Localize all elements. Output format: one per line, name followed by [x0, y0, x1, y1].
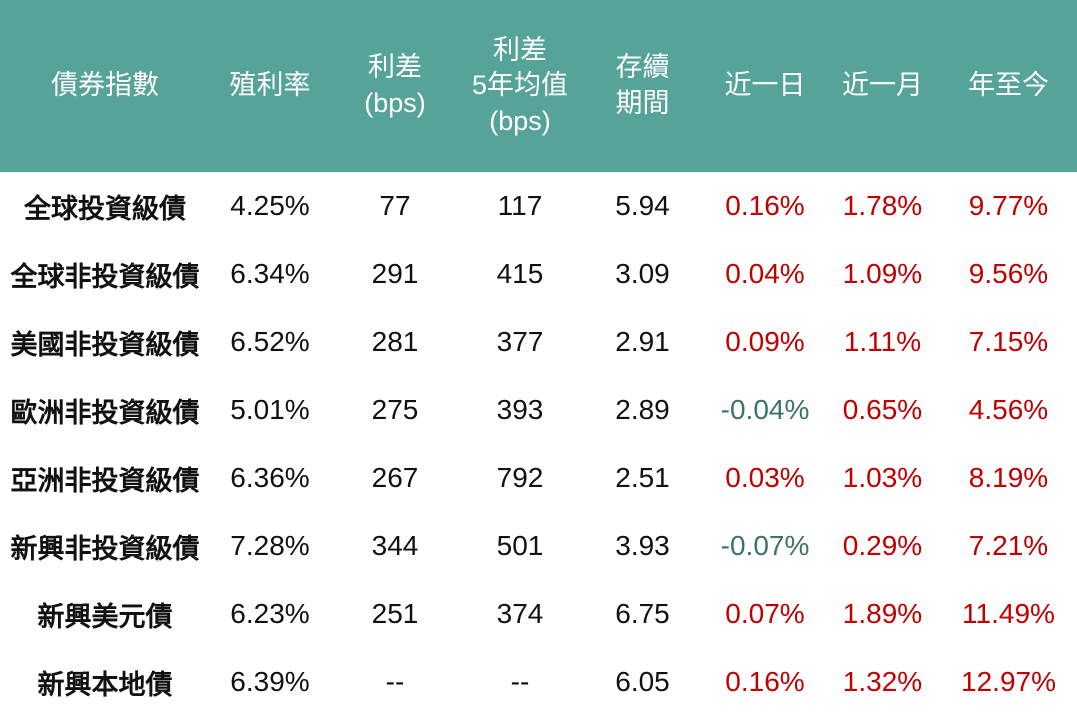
table-cell: 117	[497, 190, 543, 221]
table-row: 全球非投資級債 6.34% 291 415 3.09 0.04% 1.09% 9.56%	[0, 240, 1077, 308]
table-cell: 0.29%	[842, 530, 923, 561]
table-cell: 0.04%	[725, 258, 805, 289]
table-cell: 1.03%	[842, 462, 923, 493]
table-cell: 9.77%	[968, 190, 1049, 221]
table-cell: 6.34%	[230, 258, 310, 289]
table-cell: -0.04%	[720, 394, 810, 425]
column-header-change-1m: 近一月	[825, 0, 940, 172]
table-cell: 3.93	[615, 530, 670, 561]
column-header-spread-5y-avg: 利差 5年均值 (bps)	[460, 0, 580, 172]
table-cell: 3.09	[615, 258, 670, 289]
column-header-change-ytd: 年至今	[940, 0, 1077, 172]
table-cell: 0.16%	[725, 666, 805, 697]
table-cell: 377	[496, 326, 544, 357]
table-header: 債券指數 殖利率 利差 (bps) 利差 5年均值 (bps) 存續 期間 近一…	[0, 0, 1077, 172]
column-header-change-1d: 近一日	[705, 0, 825, 172]
table-cell: 亞洲非投資級債	[10, 465, 200, 496]
table-row: 亞洲非投資級債 6.36% 267 792 2.51 0.03% 1.03% 8.19%	[0, 444, 1077, 512]
column-header-spread-bps: 利差 (bps)	[330, 0, 460, 172]
table-cell: 6.52%	[230, 326, 310, 357]
table-cell: 344	[371, 530, 419, 561]
table-cell: 2.51	[615, 462, 670, 493]
table-cell: 291	[371, 258, 419, 289]
table-body: 全球投資級債 4.25% 77 117 5.94 0.16% 1.78% 9.77% 全球非投資…	[0, 172, 1077, 716]
table-cell: 792	[496, 462, 544, 493]
table-cell: 4.56%	[968, 394, 1049, 425]
table-cell: 美國非投資級債	[10, 329, 200, 360]
table-cell: 281	[371, 326, 419, 357]
table-cell: 2.91	[615, 326, 670, 357]
table-row: 全球投資級債 4.25% 77 117 5.94 0.16% 1.78% 9.77%	[0, 172, 1077, 240]
table-row: 美國非投資級債 6.52% 281 377 2.91 0.09% 1.11% 7.15%	[0, 308, 1077, 376]
table-cell: 12.97%	[961, 666, 1056, 697]
table-cell: 7.28%	[230, 530, 310, 561]
table-cell: 新興美元債	[37, 601, 173, 632]
table-cell: 5.94	[615, 190, 670, 221]
table-cell: 全球非投資級債	[10, 261, 200, 292]
table-cell: 1.78%	[842, 190, 923, 221]
table-cell: 7.15%	[968, 326, 1049, 357]
table-cell: 0.07%	[725, 598, 805, 629]
table-cell: --	[510, 666, 530, 697]
table-cell: 6.36%	[230, 462, 310, 493]
table-cell: 新興本地債	[37, 669, 173, 700]
column-header-yield: 殖利率	[210, 0, 330, 172]
table-cell: 6.23%	[230, 598, 310, 629]
table-row: 新興非投資級債 7.28% 344 501 3.93 -0.07% 0.29% 7.21%	[0, 512, 1077, 580]
table-cell: 6.75	[615, 598, 670, 629]
table-cell: 0.09%	[725, 326, 805, 357]
table-cell: 415	[496, 258, 544, 289]
table-cell: 2.89	[615, 394, 670, 425]
table-cell: --	[385, 666, 405, 697]
table-cell: 7.21%	[968, 530, 1049, 561]
table-cell: 267	[371, 462, 419, 493]
table-cell: 1.89%	[842, 598, 923, 629]
table-cell: 77	[379, 190, 411, 221]
table-cell: 0.16%	[725, 190, 805, 221]
column-header-bond-index: 債券指數	[0, 0, 210, 172]
table-cell: 0.03%	[725, 462, 805, 493]
table-cell: 393	[496, 394, 544, 425]
table-cell: 全球投資級債	[24, 193, 186, 224]
table-cell: 275	[371, 394, 419, 425]
table-cell: -0.07%	[720, 530, 810, 561]
table-cell: 4.25%	[230, 190, 310, 221]
table-cell: 6.39%	[230, 666, 310, 697]
table-cell: 1.11%	[843, 326, 922, 357]
table-cell: 251	[371, 598, 419, 629]
table-cell: 9.56%	[968, 258, 1049, 289]
table-cell: 374	[496, 598, 544, 629]
header-row: 債券指數 殖利率 利差 (bps) 利差 5年均值 (bps) 存續 期間 近一…	[0, 0, 1077, 172]
table-cell: 0.65%	[842, 394, 923, 425]
table-cell: 1.09%	[842, 258, 923, 289]
table-cell: 歐洲非投資級債	[10, 397, 200, 428]
table-cell: 11.49%	[962, 598, 1055, 629]
table-cell: 501	[496, 530, 544, 561]
table-cell: 1.32%	[842, 666, 923, 697]
table-row: 新興本地債 6.39% -- -- 6.05 0.16% 1.32% 12.97%	[0, 648, 1077, 716]
table-row: 歐洲非投資級債 5.01% 275 393 2.89 -0.04% 0.65% 4.56%	[0, 376, 1077, 444]
table-row: 新興美元債 6.23% 251 374 6.75 0.07% 1.89% 11.49%	[0, 580, 1077, 648]
column-header-duration: 存續 期間	[580, 0, 705, 172]
table-cell: 新興非投資級債	[10, 533, 200, 564]
table-cell: 5.01%	[230, 394, 310, 425]
table-cell: 6.05	[615, 666, 670, 697]
table-cell: 8.19%	[968, 462, 1049, 493]
